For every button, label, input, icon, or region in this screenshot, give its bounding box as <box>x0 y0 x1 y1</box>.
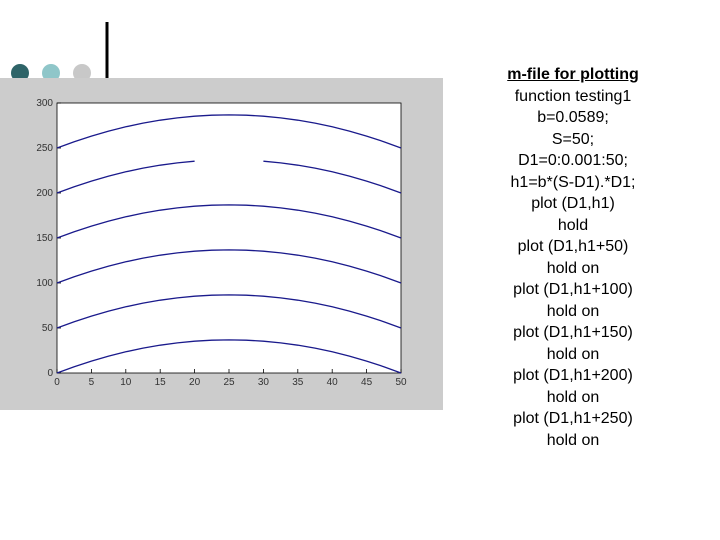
x-tick-label: 50 <box>395 377 407 388</box>
x-tick-label: 35 <box>292 377 304 388</box>
code-line: hold <box>557 216 589 234</box>
code-line: hold on <box>546 302 600 320</box>
code-line: hold on <box>546 431 600 449</box>
code-line: plot (D1,h1+150) <box>513 324 633 341</box>
x-tick-label: 5 <box>89 377 95 388</box>
code-line: plot (D1,h1+100) <box>513 281 633 298</box>
x-tick-label: 20 <box>189 377 201 388</box>
code-line: b=0.0589; <box>537 109 609 126</box>
chart: 0 50 100 150 200 250 300 0 5 10 15 20 25 30 35 40 45 50 <box>0 78 443 410</box>
y-tick-label: 250 <box>36 143 53 154</box>
x-tick-label: 10 <box>120 377 132 388</box>
x-tick-label: 25 <box>223 377 235 388</box>
code-line: hold on <box>546 345 600 363</box>
curve <box>56 249 402 284</box>
y-tick-label: 100 <box>36 278 53 289</box>
code-line: plot (D1,h1+250) <box>513 410 633 427</box>
y-tick-label: 300 <box>36 98 53 109</box>
curve <box>56 114 402 149</box>
heading: m-file for plotting <box>507 66 639 83</box>
y-tick-label: 50 <box>42 323 54 334</box>
code-line: S=50; <box>551 130 595 148</box>
y-tick-label: 0 <box>47 368 53 379</box>
y-tick-label: 150 <box>36 233 53 244</box>
plot-area <box>56 102 402 374</box>
code-line: plot (D1,h1) <box>531 195 615 212</box>
code-line: plot (D1,h1+50) <box>517 238 629 255</box>
y-tick-label: 200 <box>36 188 53 199</box>
code-line: D1=0:0.001:50; <box>518 152 628 169</box>
code-line: h1=b*(S-D1).*D1; <box>510 173 636 191</box>
code-line: hold on <box>546 259 600 277</box>
code-line: function testing1 <box>514 87 632 105</box>
code-line: plot (D1,h1+200) <box>513 367 633 384</box>
x-tick-label: 15 <box>155 377 167 388</box>
x-tick-label: 30 <box>258 377 270 388</box>
curve <box>56 339 402 374</box>
x-tick-label: 45 <box>361 377 373 388</box>
bullet-dot <box>73 64 91 82</box>
code-line: hold on <box>546 388 600 406</box>
curve <box>56 294 402 329</box>
curve <box>56 160 402 194</box>
code-text: m-file for plotting function testing1 b=0… <box>463 64 683 451</box>
x-tick-label: 40 <box>327 377 339 388</box>
bullet-dot <box>11 64 29 82</box>
x-tick-label: 0 <box>54 377 60 388</box>
curve <box>56 204 402 239</box>
bullet-dot <box>42 64 60 82</box>
